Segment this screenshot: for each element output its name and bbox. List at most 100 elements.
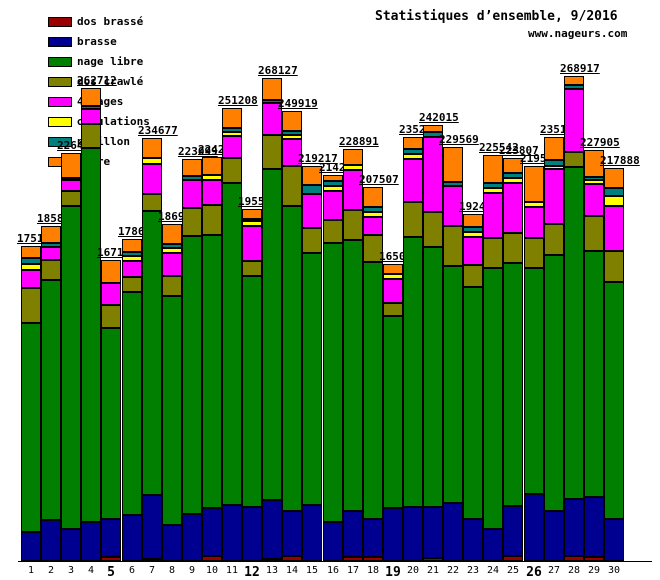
x-tick-day-10: 10	[205, 565, 219, 576]
bar-segment-dos-brasse	[202, 556, 222, 561]
bar-value-label[interactable]: 268917	[560, 62, 600, 75]
legend-item-brasse: brasse	[48, 31, 117, 48]
bar-segment-dos-crawle	[323, 220, 343, 243]
bar-segment-dos-crawle	[483, 238, 503, 268]
bar-segment-brasse	[363, 519, 383, 557]
bar-segment-papillon	[483, 183, 503, 188]
bar-segment-nage-libre	[503, 263, 523, 506]
bar-segment-dos-crawle	[383, 303, 403, 316]
bar-segment-papillon	[242, 219, 262, 221]
bar-value-label[interactable]: 225542	[479, 141, 519, 154]
bar-segment-autre	[101, 260, 121, 283]
site-url[interactable]: www.nageurs.com	[528, 27, 628, 40]
bar-value-label[interactable]: 1858	[37, 212, 64, 225]
bar-value-label[interactable]: 2195	[520, 152, 547, 165]
bar-segment-papillon	[323, 181, 343, 186]
bar-segment-autre	[443, 147, 463, 182]
bar-segment-brasse	[423, 507, 443, 558]
chart-title: Statistiques d’ensemble, 9/2016	[375, 9, 618, 24]
bar-segment-nage-libre	[142, 211, 162, 495]
legend-item-dos-crawle: dos crawlé	[48, 71, 143, 88]
bar-segment-autre	[524, 166, 544, 202]
bar-value-label[interactable]: 268127	[258, 64, 298, 77]
bar-value-label[interactable]: 242015	[419, 111, 459, 124]
bar-segment-nage-libre	[202, 235, 222, 508]
bar-value-label[interactable]: 1671	[97, 246, 124, 259]
bar-segment-nage-libre	[564, 167, 584, 499]
bar-value-label[interactable]: 223807	[499, 144, 539, 157]
bar-value-label[interactable]: 224224	[198, 143, 238, 156]
bar-segment-autre	[544, 137, 564, 160]
bar-value-label[interactable]: 1751	[17, 232, 44, 245]
x-tick-day-2: 2	[47, 565, 55, 576]
bar-segment-autre	[584, 150, 604, 177]
bar-segment-dos-brasse	[262, 559, 282, 561]
bar-value-label[interactable]: 2352	[399, 123, 426, 136]
bar-segment-brasse	[282, 511, 302, 556]
bar-segment-papillon	[584, 177, 604, 180]
bar-value-label[interactable]: 217888	[600, 154, 640, 167]
bar-segment-nage-libre	[222, 183, 242, 505]
bar-segment-brasse	[604, 519, 624, 561]
bar-segment-dos-crawle	[61, 191, 81, 206]
bar-segment-nage-libre	[584, 251, 604, 497]
bar-value-label[interactable]: 227905	[580, 136, 620, 149]
bar-value-label[interactable]: 249919	[278, 97, 318, 110]
x-tick-day-18: 18	[366, 565, 380, 576]
x-tick-day-25: 25	[506, 565, 520, 576]
legend-swatch-quatre-nages	[48, 96, 72, 107]
bar-segment-brasse	[443, 503, 463, 561]
bar-segment-papillon	[423, 132, 443, 137]
bar-segment-dos-crawle	[142, 194, 162, 211]
bar-segment-dos-crawle	[604, 251, 624, 282]
bar-segment-quatre-nages	[162, 253, 182, 276]
bar-segment-autre	[564, 76, 584, 85]
bar-segment-nage-libre	[604, 282, 624, 519]
bar-value-label[interactable]: 1869	[158, 210, 185, 223]
bar-segment-brasse	[61, 529, 81, 561]
x-tick-day-29: 29	[587, 565, 601, 576]
bar-segment-dos-crawle	[101, 305, 121, 328]
bar-segment-dos-crawle	[41, 260, 61, 280]
bar-segment-papillon	[403, 149, 423, 154]
bar-segment-dos-crawle	[403, 202, 423, 237]
bar-value-label[interactable]: 223099	[178, 145, 218, 158]
bar-value-label[interactable]: 262712	[77, 74, 117, 87]
bar-segment-nage-libre	[423, 247, 443, 507]
bar-value-label[interactable]: 207507	[359, 173, 399, 186]
bar-segment-nage-libre	[343, 240, 363, 511]
bar-value-label[interactable]: 229569	[439, 133, 479, 146]
bar-value-label[interactable]: 2351	[540, 123, 567, 136]
bar-value-label[interactable]: 234677	[138, 124, 178, 137]
x-tick-day-27: 27	[547, 565, 561, 576]
bar-segment-brasse	[483, 529, 503, 561]
bar-segment-autre	[122, 239, 142, 252]
bar-segment-papillon	[21, 258, 41, 264]
x-tick-day-6: 6	[128, 565, 136, 576]
bar-value-label[interactable]: 1786	[118, 225, 145, 238]
bar-segment-brasse	[242, 507, 262, 561]
bar-segment-quatre-nages	[122, 261, 142, 277]
bar-value-label[interactable]: 2142	[319, 161, 346, 174]
bar-segment-quatre-nages	[302, 194, 322, 228]
bar-segment-dos-crawle	[443, 226, 463, 266]
legend-item-nage-libre: nage libre	[48, 51, 143, 68]
bar-value-label[interactable]: 1924	[459, 200, 486, 213]
bar-value-label[interactable]: 1955	[238, 195, 265, 208]
bar-segment-quatre-nages	[282, 139, 302, 166]
bar-value-label[interactable]: 1650	[379, 250, 406, 263]
bar-segment-papillon	[262, 100, 282, 103]
bar-segment-papillon	[302, 185, 322, 194]
legend-swatch-dos-brasse	[48, 16, 72, 27]
bar-segment-papillon	[463, 227, 483, 232]
bar-segment-dos-crawle	[463, 265, 483, 287]
bar-segment-quatre-nages	[222, 136, 242, 158]
bar-segment-ondulations	[282, 135, 302, 139]
bar-value-label[interactable]: 228891	[339, 135, 379, 148]
bar-value-label[interactable]: 2264	[57, 139, 84, 152]
bar-value-label[interactable]: 219217	[298, 152, 338, 165]
bar-segment-papillon	[182, 176, 202, 180]
bar-segment-brasse	[81, 522, 101, 561]
bar-value-label[interactable]: 251208	[218, 94, 258, 107]
bar-segment-quatre-nages	[21, 270, 41, 288]
